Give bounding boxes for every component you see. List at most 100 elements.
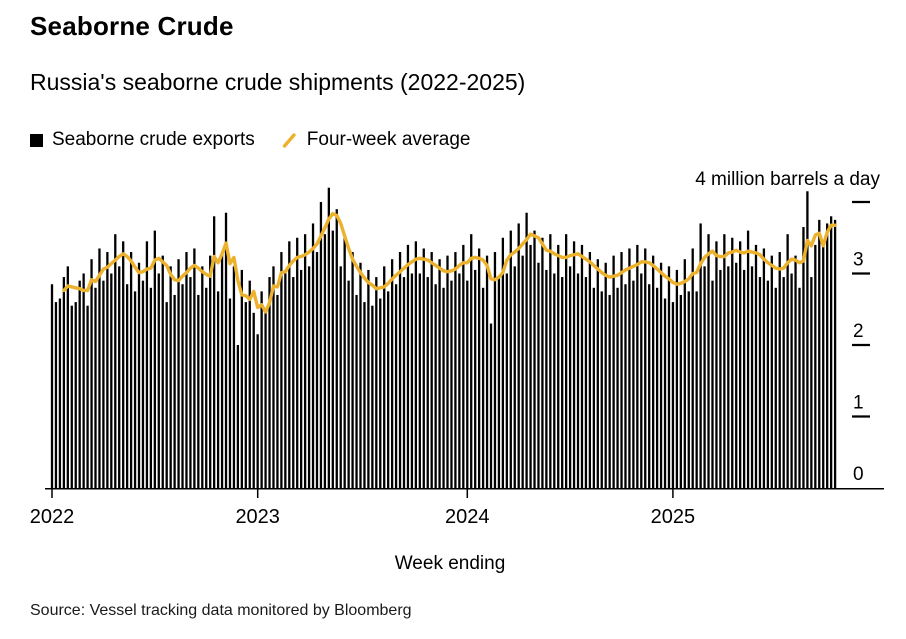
bar	[604, 262, 607, 488]
bar	[307, 266, 311, 488]
bar	[201, 266, 204, 488]
bar	[284, 273, 287, 488]
bar	[197, 294, 200, 488]
bar	[695, 291, 698, 489]
bar	[375, 277, 378, 488]
legend-item-exports: Seaborne crude exports	[30, 129, 255, 151]
bar	[228, 298, 232, 488]
bar	[450, 280, 453, 488]
bar	[335, 209, 338, 488]
bar	[699, 223, 702, 488]
bar	[766, 280, 770, 488]
bar	[193, 248, 196, 488]
bar	[185, 252, 188, 488]
bar	[129, 252, 133, 488]
bar	[537, 262, 540, 488]
chart-title: Seaborne Crude	[30, 11, 234, 41]
y-tick-label: 3	[853, 250, 864, 271]
bar	[770, 255, 773, 489]
bar	[549, 234, 552, 488]
bar	[814, 244, 817, 488]
bar	[624, 284, 627, 488]
bar	[177, 259, 180, 488]
bar	[671, 302, 675, 488]
bar	[58, 298, 62, 488]
bar	[826, 223, 829, 488]
bar	[209, 255, 212, 489]
bar	[509, 230, 512, 488]
bar	[54, 302, 58, 488]
bar	[426, 277, 429, 488]
bar	[778, 252, 781, 488]
bar	[125, 284, 129, 488]
bar	[102, 280, 105, 488]
bar	[292, 277, 295, 488]
yellow-slash-icon	[281, 132, 298, 149]
bar	[762, 248, 766, 488]
legend-label-exports: Seaborne crude exports	[52, 129, 255, 150]
bar	[679, 294, 682, 488]
bar	[822, 241, 825, 488]
bar	[667, 266, 671, 488]
bar	[687, 291, 690, 489]
bar	[485, 255, 489, 489]
bar	[474, 269, 477, 488]
bar	[110, 273, 113, 488]
bar	[782, 277, 785, 488]
bar	[802, 227, 805, 488]
bar	[343, 237, 346, 488]
bar	[248, 280, 251, 488]
x-tick-label: 2023	[235, 506, 280, 528]
bar	[568, 266, 572, 488]
bar	[319, 202, 323, 488]
bar	[224, 212, 228, 488]
bar	[739, 241, 742, 488]
bar	[608, 294, 611, 488]
bar	[644, 248, 647, 488]
bar	[584, 277, 588, 488]
bar	[359, 262, 362, 488]
x-tick-label: 2025	[651, 506, 696, 528]
black-square-icon	[30, 133, 43, 147]
bar	[750, 266, 754, 488]
bar	[213, 216, 216, 489]
bar	[557, 244, 560, 488]
bar	[794, 255, 797, 489]
bar	[545, 269, 548, 488]
bar	[477, 248, 481, 488]
bar	[691, 248, 694, 488]
bar	[410, 273, 414, 488]
bar	[315, 252, 319, 488]
bar	[458, 273, 461, 488]
bar	[790, 273, 793, 488]
bar	[268, 277, 271, 488]
bar	[86, 305, 89, 488]
bar	[596, 259, 599, 488]
bar	[588, 252, 592, 488]
bar	[66, 266, 69, 488]
bar	[533, 230, 536, 488]
bar	[648, 284, 651, 488]
bar	[517, 223, 520, 488]
bar	[398, 252, 402, 488]
bar	[489, 323, 493, 488]
bar	[497, 277, 501, 488]
x-tick-label: 2024	[445, 506, 490, 528]
bar	[711, 280, 714, 488]
bar	[387, 291, 390, 489]
bar	[462, 244, 465, 488]
bar	[379, 298, 382, 488]
bar	[446, 255, 449, 489]
four-week-average-line	[62, 211, 837, 314]
bar	[236, 345, 240, 488]
bar	[339, 266, 342, 488]
bar	[576, 273, 580, 488]
bar	[719, 269, 722, 488]
bar	[663, 298, 667, 488]
bar	[311, 223, 315, 488]
bar	[655, 287, 659, 488]
bars-series	[50, 187, 837, 489]
bar	[818, 219, 821, 489]
bar	[94, 287, 97, 488]
